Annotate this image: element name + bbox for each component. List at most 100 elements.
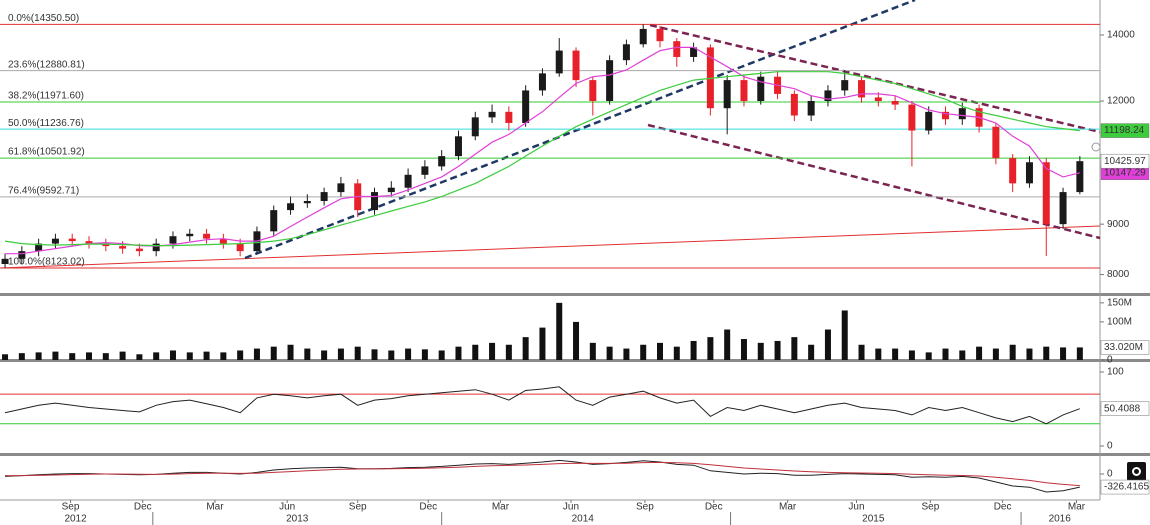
value-tag-label: 10147.29 xyxy=(1104,167,1146,178)
candle-body xyxy=(320,192,328,202)
y-tick-label: 8000 xyxy=(1107,269,1130,280)
settings-button[interactable] xyxy=(1127,462,1146,481)
y-tick-label: 0 xyxy=(1107,441,1113,452)
candle-body xyxy=(51,238,59,244)
candle-body xyxy=(673,41,681,57)
volume-bar xyxy=(942,348,949,360)
volume-bar xyxy=(992,348,999,360)
candle-body xyxy=(303,201,311,204)
candle-body xyxy=(85,241,93,244)
trend-line xyxy=(0,225,1101,269)
volume-bar xyxy=(1009,344,1016,360)
x-tick-label: Sep xyxy=(349,502,367,513)
value-tag-label: 10425.97 xyxy=(1104,156,1146,167)
candle-body xyxy=(757,76,765,101)
volume-bar xyxy=(203,351,210,360)
candle-body xyxy=(958,108,966,120)
candle-body xyxy=(622,44,630,61)
volume-bar xyxy=(304,348,311,360)
line xyxy=(4,71,1080,247)
candle-body xyxy=(1009,158,1017,184)
volume-bar xyxy=(102,353,109,360)
volume-bar xyxy=(472,344,479,360)
volume-bar xyxy=(589,342,596,360)
candle-body xyxy=(438,156,446,167)
x-tick-label: Dec xyxy=(134,502,152,513)
candle-body xyxy=(908,104,916,131)
value-tag xyxy=(1100,401,1150,416)
candle-body xyxy=(522,90,530,123)
line xyxy=(4,459,1080,493)
volume-bar xyxy=(690,340,697,360)
volume-bar xyxy=(1076,347,1083,360)
candle-body xyxy=(807,100,815,116)
candle-body xyxy=(1025,162,1033,184)
candle-body xyxy=(589,80,597,101)
volume-bar xyxy=(1060,347,1067,360)
year-label: 2016 xyxy=(1049,514,1072,525)
candle-body xyxy=(68,238,76,242)
candle-body xyxy=(404,174,412,188)
volume-bar xyxy=(270,346,277,360)
volume-bar xyxy=(2,354,9,360)
candle-body xyxy=(152,243,160,252)
value-tag-label: 50.4088 xyxy=(1104,403,1141,414)
candle-body xyxy=(169,236,177,244)
candle-body xyxy=(639,28,647,45)
volume-bar xyxy=(489,342,496,360)
trend-line xyxy=(647,123,1101,240)
candle-body xyxy=(119,246,127,249)
x-tick-label: Sep xyxy=(62,502,80,513)
volume-bar xyxy=(287,344,294,360)
x-tick-label: Jun xyxy=(279,502,295,513)
x-tick-label: Jun xyxy=(848,502,864,513)
value-tag xyxy=(1100,479,1150,495)
x-tick-label: Mar xyxy=(1068,502,1086,513)
volume-bar xyxy=(808,344,815,360)
pane-separator xyxy=(0,359,1150,362)
candle-body xyxy=(925,111,933,131)
candle-body xyxy=(270,210,278,232)
volume-bar xyxy=(35,352,42,360)
volume-bar xyxy=(824,329,831,360)
year-label: 2015 xyxy=(862,514,885,525)
volume-bar xyxy=(18,353,25,360)
x-tick-label: Dec xyxy=(994,502,1012,513)
x-tick-label: Sep xyxy=(921,502,939,513)
x-tick-label: Dec xyxy=(419,502,437,513)
volume-bar xyxy=(640,344,647,360)
candle-body xyxy=(454,136,462,157)
candle-body xyxy=(790,93,798,116)
volume-bar xyxy=(1043,346,1050,360)
candle-body xyxy=(18,251,26,259)
fib-label: 23.6%(12880.81) xyxy=(8,59,85,70)
pane-separator xyxy=(0,453,1150,456)
y-tick-label: 0 xyxy=(1107,469,1113,480)
candle-body xyxy=(1076,161,1084,193)
volume-bar xyxy=(438,350,445,360)
volume-bar xyxy=(405,348,412,360)
candle-body xyxy=(606,60,614,101)
candle-body xyxy=(371,192,379,211)
candle-body xyxy=(841,80,849,91)
candle-body xyxy=(874,97,882,101)
settings-icon xyxy=(1132,467,1141,476)
candle-body xyxy=(488,111,496,118)
y-tick-label: 100M xyxy=(1107,317,1132,328)
volume-bar xyxy=(908,350,915,360)
volume-bar xyxy=(976,346,983,360)
volume-bar xyxy=(388,350,395,360)
year-label: 2012 xyxy=(64,514,87,525)
candle-body xyxy=(421,166,429,175)
volume-bar xyxy=(455,346,462,360)
candle-body xyxy=(135,248,143,252)
volume-bar xyxy=(522,337,529,360)
candle-body xyxy=(337,183,345,193)
value-tag xyxy=(1100,340,1150,355)
candle-body xyxy=(538,73,546,91)
candle-body xyxy=(891,100,899,105)
line xyxy=(4,386,1080,425)
volume-bar xyxy=(505,344,512,360)
volume-bar xyxy=(623,348,630,360)
